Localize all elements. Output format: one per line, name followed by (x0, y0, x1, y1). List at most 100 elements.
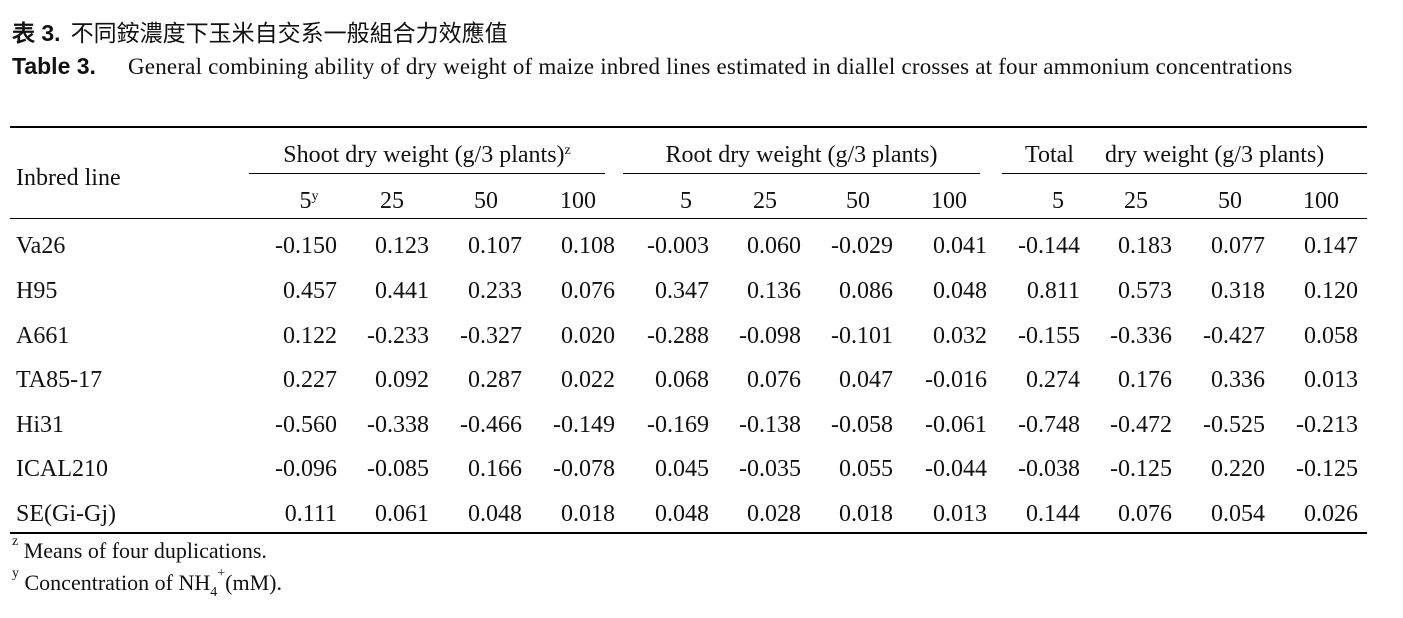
table-cell: -0.101 (831, 323, 893, 349)
table-cell: -0.125 (1110, 456, 1172, 482)
inbred-line-label: Hi31 (16, 412, 64, 438)
table-cell: -0.029 (831, 233, 893, 259)
table-bottom-rule (10, 532, 1367, 534)
table-top-rule (10, 126, 1367, 128)
table-cell: 0.013 (933, 501, 987, 527)
table-cell: -0.748 (1018, 412, 1080, 438)
table-cell: 0.120 (1304, 278, 1358, 304)
table-cell: -0.288 (647, 323, 709, 349)
group-header-total-b: dry weight (g/3 plants) (1105, 142, 1325, 168)
table-cell: 0.058 (1304, 323, 1358, 349)
table-cell: -0.336 (1110, 323, 1172, 349)
table-cell: -0.213 (1296, 412, 1358, 438)
table-cell: 0.054 (1211, 501, 1265, 527)
table-cell: 0.041 (933, 233, 987, 259)
table-cell: 0.166 (468, 456, 522, 482)
footnote-y-mark: y (12, 566, 19, 581)
table-cell: -0.035 (739, 456, 801, 482)
table-cell: -0.016 (925, 367, 987, 393)
table-cell: -0.560 (275, 412, 337, 438)
table-cell: 0.220 (1211, 456, 1265, 482)
table-cell: 0.076 (747, 367, 801, 393)
footnote-z: z Means of four duplications. (12, 534, 267, 564)
shoot-group-rule (249, 173, 605, 174)
table-cell: 0.048 (655, 501, 709, 527)
group-header-shoot: Shoot dry weight (g/3 plants)z (249, 141, 605, 169)
table-cell: 0.274 (1026, 367, 1080, 393)
inbred-line-label: ICAL210 (16, 456, 108, 482)
table-cell: 0.032 (933, 323, 987, 349)
table-cell: 0.287 (468, 367, 522, 393)
caption-english-text: General combining ability of dry weight … (128, 54, 1293, 79)
footnote-y: y Concentration of NH4 +(mM). (12, 566, 282, 600)
group-header-shoot-label: Shoot dry weight (g/3 plants) (283, 142, 565, 168)
table-cell: -0.078 (553, 456, 615, 482)
concentration-header: 50 (846, 188, 870, 214)
inbred-line-label: Va26 (16, 233, 66, 259)
table-cell: 0.018 (561, 501, 615, 527)
concentration-header: 25 (380, 188, 404, 214)
concentration-header: 25 (753, 188, 777, 214)
table-cell: 0.013 (1304, 367, 1358, 393)
table-cell: 0.060 (747, 233, 801, 259)
group-header-root-label: Root dry weight (g/3 plants) (665, 142, 938, 168)
footnote-z-text: Means of four duplications. (23, 538, 267, 563)
table-cell: -0.155 (1018, 323, 1080, 349)
concentration-value: 5 (299, 188, 312, 214)
table-cell: 0.092 (375, 367, 429, 393)
table-cell: -0.061 (925, 412, 987, 438)
table-cell: 0.048 (468, 501, 522, 527)
caption-chinese-label: 表 3. (12, 20, 61, 46)
table-cell: 0.055 (839, 456, 893, 482)
concentration-header: 5y (269, 187, 349, 215)
table-cell: 0.144 (1026, 501, 1080, 527)
table-cell: 0.108 (561, 233, 615, 259)
table-cell: -0.525 (1203, 412, 1265, 438)
concentration-header: 50 (1218, 188, 1242, 214)
table-cell: 0.076 (561, 278, 615, 304)
table-cell: 0.233 (468, 278, 522, 304)
table-cell: 0.136 (747, 278, 801, 304)
table-cell: 0.048 (933, 278, 987, 304)
table-cell: 0.123 (375, 233, 429, 259)
footnote-y-text-a: Concentration of NH (24, 570, 211, 595)
table-cell: -0.427 (1203, 323, 1265, 349)
table-cell: 0.457 (283, 278, 337, 304)
table-cell: -0.338 (367, 412, 429, 438)
table-cell: 0.107 (468, 233, 522, 259)
footnote-y-text-b: (mM). (225, 570, 282, 595)
table-cell: 0.318 (1211, 278, 1265, 304)
concentration-header: 25 (1124, 188, 1148, 214)
table-cell: -0.466 (460, 412, 522, 438)
table-cell: 0.573 (1118, 278, 1172, 304)
table-cell: 0.028 (747, 501, 801, 527)
footnote-z-mark: z (12, 534, 19, 549)
inbred-line-label: H95 (16, 278, 58, 304)
group-header-root: Root dry weight (g/3 plants) (623, 141, 980, 169)
inbred-line-label: TA85-17 (16, 367, 103, 393)
concentration-header: 5 (680, 188, 692, 214)
row-header: Inbred line (16, 165, 121, 191)
concentration-header: 5 (1052, 188, 1064, 214)
total-group-rule (1002, 173, 1367, 174)
table-cell: -0.003 (647, 233, 709, 259)
table-cell: -0.150 (275, 233, 337, 259)
table-cell: 0.183 (1118, 233, 1172, 259)
table-cell: 0.111 (284, 501, 337, 527)
caption-english: Table 3. General combining ability of dr… (12, 50, 1372, 83)
table-cell: -0.058 (831, 412, 893, 438)
caption-chinese-text: 不同銨濃度下玉米自交系一般組合力效應值 (70, 20, 508, 46)
table-cell: 0.811 (1026, 278, 1080, 304)
table-cell: 0.076 (1118, 501, 1172, 527)
table-cell: -0.038 (1018, 456, 1080, 482)
table-cell: 0.061 (375, 501, 429, 527)
table-cell: 0.026 (1304, 501, 1358, 527)
table-cell: -0.233 (367, 323, 429, 349)
table-cell: -0.096 (275, 456, 337, 482)
table-cell: 0.176 (1118, 367, 1172, 393)
concentration-header: 100 (560, 188, 596, 214)
table-cell: 0.147 (1304, 233, 1358, 259)
table-header-rule (10, 218, 1367, 219)
table-cell: 0.122 (283, 323, 337, 349)
table-cell: 0.020 (561, 323, 615, 349)
